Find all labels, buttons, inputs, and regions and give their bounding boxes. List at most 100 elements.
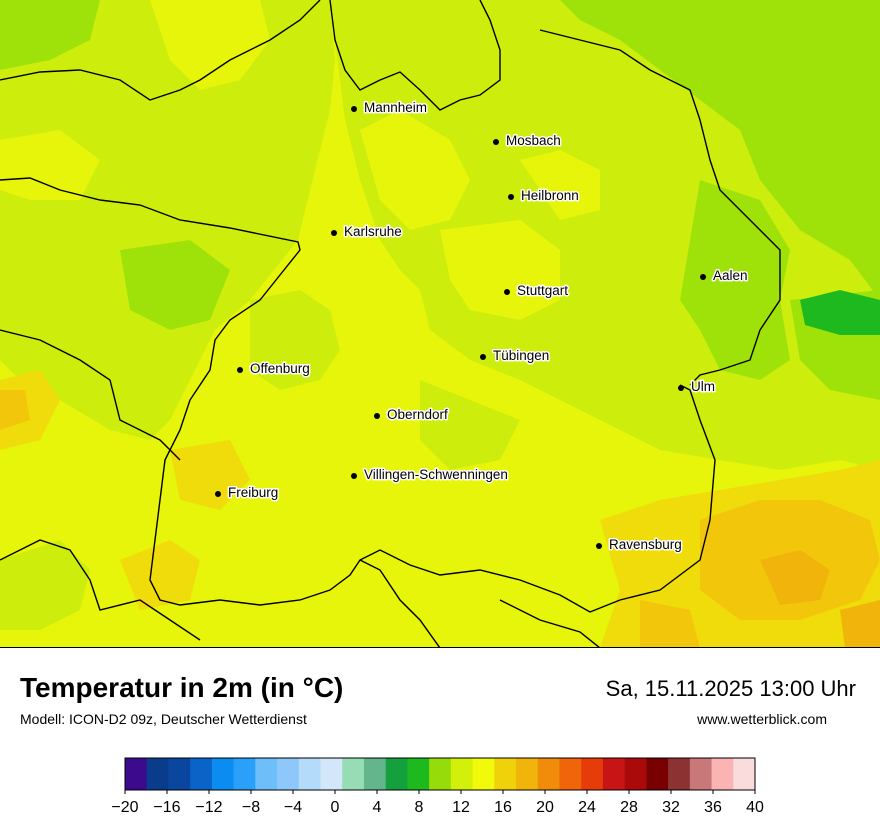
city-label: Stuttgart xyxy=(517,283,568,298)
city-dot xyxy=(678,385,684,391)
city-dot xyxy=(480,354,486,360)
city-dot xyxy=(237,367,243,373)
legend-swatch xyxy=(494,758,517,790)
legend-swatch xyxy=(190,758,213,790)
city-dot xyxy=(700,274,706,280)
city-ulm[interactable]: Ulm xyxy=(678,378,717,396)
legend-swatch xyxy=(668,758,691,790)
legend-tick-label: 40 xyxy=(746,799,764,816)
legend-swatch xyxy=(429,758,452,790)
legend-swatch xyxy=(363,758,387,790)
legend-swatch xyxy=(689,758,713,790)
city-dot xyxy=(351,106,357,112)
legend-tick-label: 4 xyxy=(373,799,382,816)
legend-swatch xyxy=(255,758,278,790)
legend-swatch xyxy=(211,758,235,790)
legend-swatch xyxy=(472,758,495,790)
legend-tick-label: 28 xyxy=(620,799,638,816)
city-label: Heilbronn xyxy=(521,188,579,203)
legend-swatch xyxy=(624,758,647,790)
legend-tick-label: −8 xyxy=(242,799,260,816)
legend-tick-label: 8 xyxy=(415,799,424,816)
legend-swatch xyxy=(711,758,734,790)
city-karlsruhe[interactable]: Karlsruhe xyxy=(331,223,403,241)
city-dot xyxy=(351,473,357,479)
legend-swatch xyxy=(342,758,365,790)
city-dot xyxy=(596,543,602,549)
city-dot xyxy=(493,139,499,145)
legend-tick-label: −4 xyxy=(284,799,302,816)
city-label: Karlsruhe xyxy=(344,224,402,239)
legend-tick-label: −12 xyxy=(195,799,222,816)
legend-swatch xyxy=(168,758,191,790)
legend-tick-label: −20 xyxy=(111,799,138,816)
zone-warm-core xyxy=(760,550,880,647)
color-legend: −20 −16 −12 −8 −4 0 4 8 12 16 20 24 28 32 36 40 xyxy=(111,757,764,816)
legend-swatch xyxy=(450,758,474,790)
city-dot xyxy=(215,491,221,497)
legend-ticks: −20 −16 −12 −8 −4 0 4 8 12 16 20 24 28 32 36 40 xyxy=(111,790,764,816)
legend-swatch xyxy=(537,758,560,790)
city-ravensburg[interactable]: Ravensburg xyxy=(596,536,683,554)
city-aalen[interactable]: Aalen xyxy=(700,267,749,285)
city-dot xyxy=(508,194,514,200)
website-link[interactable]: www.wetterblick.com xyxy=(697,711,827,727)
map-title: Temperatur in 2m (in °C) xyxy=(20,672,344,703)
city-label: Offenburg xyxy=(250,361,310,376)
legend-tick-label: 32 xyxy=(662,799,680,816)
city-dot xyxy=(331,230,337,236)
city-label: Villingen-Schwenningen xyxy=(364,467,508,482)
legend-swatch xyxy=(277,758,300,790)
temperature-map: Mannheim Mosbach Heilbronn Karlsruhe Aal… xyxy=(0,0,880,648)
legend-swatch xyxy=(125,758,148,790)
legend-swatch xyxy=(385,758,408,790)
legend-swatch xyxy=(233,758,256,790)
legend-swatch xyxy=(516,758,539,790)
legend-frame xyxy=(124,757,756,791)
legend-swatch xyxy=(320,758,343,790)
city-tuebingen[interactable]: Tübingen xyxy=(480,347,551,365)
city-mannheim[interactable]: Mannheim xyxy=(351,99,429,117)
city-label: Aalen xyxy=(713,268,748,283)
zone-20-24 xyxy=(0,390,880,647)
city-label: Freiburg xyxy=(228,485,278,500)
legend-swatch xyxy=(581,758,604,790)
city-label: Mannheim xyxy=(364,100,427,115)
legend-swatch xyxy=(407,758,430,790)
legend-tick-label: 24 xyxy=(578,799,596,816)
valid-time: Sa, 15.11.2025 13:00 Uhr xyxy=(605,676,856,701)
legend-tick-label: 0 xyxy=(331,799,340,816)
city-villingen-schwenningen[interactable]: Villingen-Schwenningen xyxy=(351,466,509,484)
legend-tick-label: 12 xyxy=(452,799,470,816)
city-mosbach[interactable]: Mosbach xyxy=(493,132,562,150)
city-dot xyxy=(504,289,510,295)
city-offenburg[interactable]: Offenburg xyxy=(237,360,311,378)
city-markers: Mannheim Mosbach Heilbronn Karlsruhe Aal… xyxy=(215,99,749,554)
legend-tick-label: 16 xyxy=(494,799,512,816)
legend-tick-label: −16 xyxy=(153,799,180,816)
city-label: Tübingen xyxy=(493,348,549,363)
city-stuttgart[interactable]: Stuttgart xyxy=(504,282,570,300)
map-canvas: Mannheim Mosbach Heilbronn Karlsruhe Aal… xyxy=(0,0,880,647)
legend-swatch xyxy=(602,758,626,790)
legend-swatch xyxy=(298,758,322,790)
city-label: Ulm xyxy=(691,379,715,394)
borders xyxy=(0,0,781,647)
legend-swatch xyxy=(733,758,756,790)
legend-swatch xyxy=(646,758,669,790)
zone-cold-core xyxy=(800,290,880,335)
city-freiburg[interactable]: Freiburg xyxy=(215,484,280,502)
legend-swatch xyxy=(559,758,582,790)
city-label: Mosbach xyxy=(506,133,561,148)
legend-swatch xyxy=(146,758,169,790)
legend-tick-label: 20 xyxy=(536,799,554,816)
zone-16-a xyxy=(0,0,600,320)
city-heilbronn[interactable]: Heilbronn xyxy=(508,187,580,205)
legend-swatches xyxy=(125,758,756,790)
city-label: Ravensburg xyxy=(609,537,682,552)
city-label: Oberndorf xyxy=(387,407,448,422)
city-dot xyxy=(374,413,380,419)
legend-tick-label: 36 xyxy=(704,799,722,816)
city-oberndorf[interactable]: Oberndorf xyxy=(374,406,450,424)
model-info: Modell: ICON-D2 09z, Deutscher Wetterdie… xyxy=(20,711,307,727)
